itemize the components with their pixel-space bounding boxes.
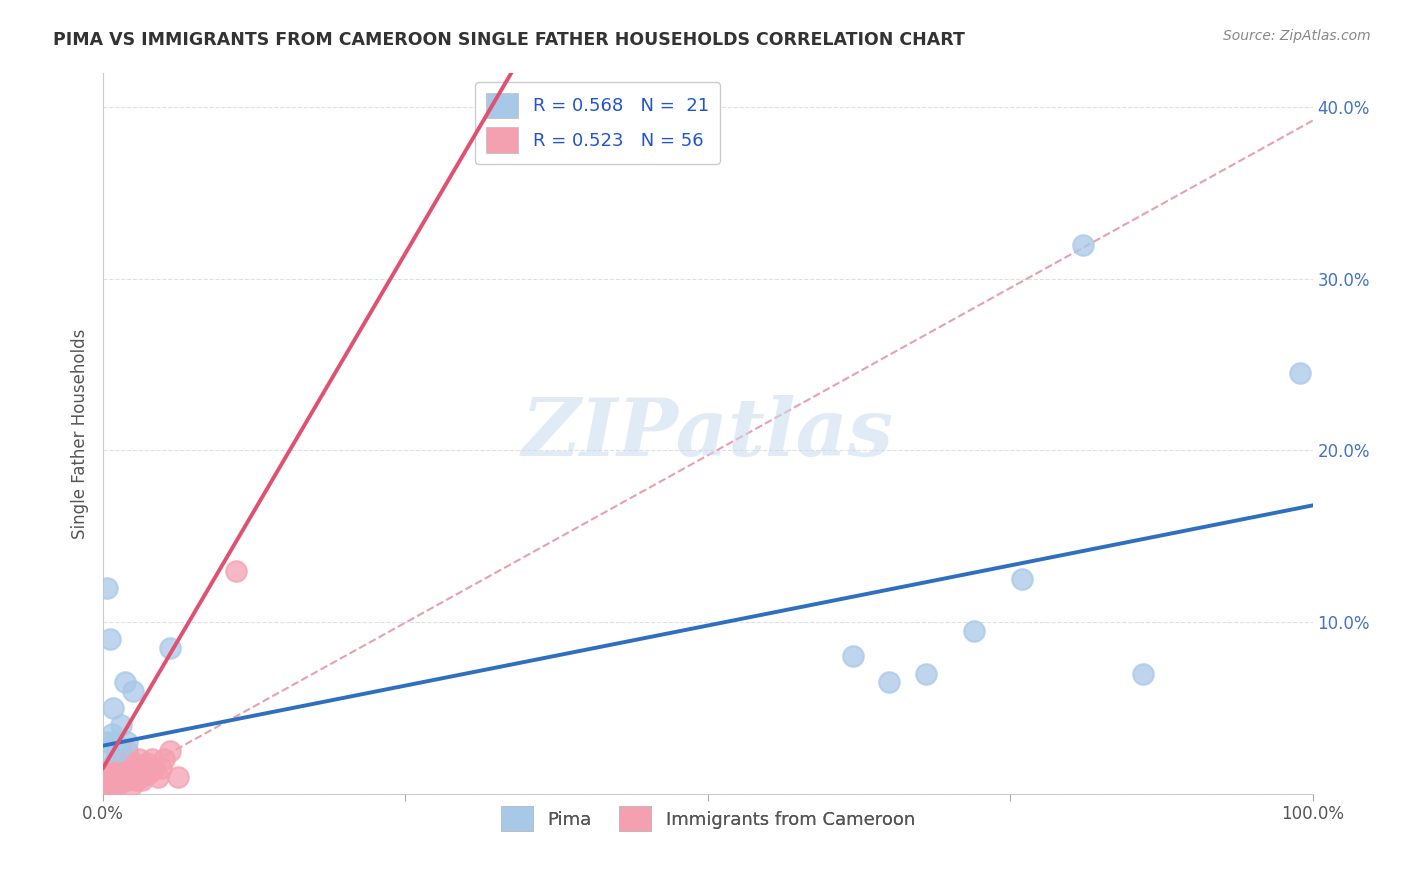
Point: [105, 752, 128, 766]
Point: [111, 761, 134, 775]
Point: [98, 744, 121, 758]
Point: [135, 756, 157, 770]
Point: [138, 766, 160, 780]
Point: [103, 772, 125, 787]
Point: [97, 778, 120, 792]
Point: [121, 778, 143, 792]
Y-axis label: Single Father Households: Single Father Households: [72, 328, 89, 539]
Point: [1071, 237, 1094, 252]
Point: [104, 781, 127, 796]
Point: [122, 683, 145, 698]
Point: [114, 675, 136, 690]
Point: [122, 756, 145, 770]
Point: [110, 718, 132, 732]
Point: [104, 770, 127, 784]
Point: [100, 726, 122, 740]
Point: [100, 780, 122, 794]
Point: [146, 770, 169, 784]
Point: [842, 649, 865, 664]
Point: [125, 761, 148, 775]
Point: [96, 581, 118, 595]
Point: [101, 776, 124, 790]
Point: [142, 761, 165, 775]
Legend: Pima, Immigrants from Cameroon: Pima, Immigrants from Cameroon: [494, 798, 922, 838]
Point: [94, 778, 117, 792]
Point: [141, 752, 163, 766]
Point: [132, 761, 155, 775]
Point: [125, 772, 148, 787]
Point: [101, 701, 124, 715]
Point: [131, 772, 153, 787]
Text: ZIPatlas: ZIPatlas: [522, 394, 894, 472]
Point: [104, 756, 127, 770]
Point: [124, 766, 146, 780]
Point: [117, 772, 139, 787]
Point: [118, 770, 141, 784]
Point: [100, 776, 122, 790]
Point: [108, 756, 131, 770]
Text: PIMA VS IMMIGRANTS FROM CAMEROON SINGLE FATHER HOUSEHOLDS CORRELATION CHART: PIMA VS IMMIGRANTS FROM CAMEROON SINGLE …: [53, 31, 966, 49]
Point: [914, 666, 936, 681]
Point: [100, 632, 122, 647]
Point: [103, 761, 125, 775]
Point: [96, 735, 118, 749]
Point: [159, 744, 181, 758]
Point: [225, 564, 247, 578]
Point: [98, 781, 121, 796]
Point: [117, 744, 139, 758]
Point: [115, 770, 138, 784]
Point: [159, 640, 181, 655]
Point: [110, 744, 132, 758]
Point: [877, 675, 900, 690]
Point: [112, 772, 135, 787]
Text: Source: ZipAtlas.com: Source: ZipAtlas.com: [1223, 29, 1371, 43]
Point: [97, 770, 120, 784]
Point: [96, 772, 118, 787]
Point: [107, 744, 129, 758]
Point: [152, 752, 174, 766]
Point: [100, 761, 122, 775]
Point: [104, 735, 127, 749]
Point: [134, 766, 156, 780]
Point: [1132, 666, 1154, 681]
Point: [104, 778, 127, 792]
Point: [117, 766, 139, 780]
Point: [167, 770, 190, 784]
Point: [1011, 572, 1033, 586]
Point: [120, 761, 142, 775]
Point: [107, 772, 129, 787]
Point: [107, 761, 129, 775]
Point: [98, 766, 121, 780]
Point: [100, 770, 122, 784]
Point: [150, 761, 173, 775]
Point: [129, 770, 152, 784]
Point: [101, 766, 124, 780]
Point: [110, 766, 132, 780]
Point: [117, 735, 139, 749]
Point: [128, 752, 150, 766]
Point: [98, 772, 121, 787]
Point: [1289, 366, 1312, 380]
Point: [963, 624, 986, 638]
Point: [96, 781, 118, 796]
Point: [114, 752, 136, 766]
Point: [108, 770, 131, 784]
